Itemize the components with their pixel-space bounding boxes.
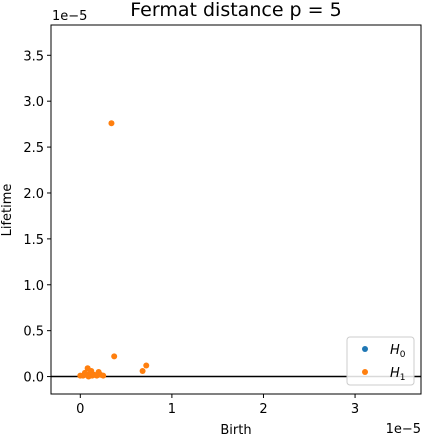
data-point-h1-16 — [100, 372, 107, 379]
x-axis-ticks: 0 1 2 3 — [76, 394, 359, 417]
legend-marker-h0 — [362, 346, 368, 352]
x-tick-label-2: 2 — [259, 402, 267, 417]
legend-label-h0: H0 — [390, 343, 406, 360]
data-point-h1-12 — [77, 372, 84, 379]
y-axis-label: Lifetime — [0, 184, 15, 237]
x-axis-label: Birth — [220, 423, 251, 434]
y-tick-label-6: 3.0 — [23, 95, 44, 110]
x-tick-label-0: 0 — [76, 402, 84, 417]
data-point-h1-0 — [108, 120, 115, 127]
data-point-h1-1 — [111, 353, 118, 360]
legend-label-h1: H1 — [390, 366, 406, 383]
y-tick-label-5: 2.5 — [23, 141, 44, 156]
legend-marker-h1 — [362, 369, 368, 375]
x-tick-label-3: 3 — [351, 402, 359, 417]
data-point-h1-15 — [93, 372, 100, 379]
y-tick-label-1: 0.5 — [23, 325, 44, 340]
y-tick-label-4: 2.0 — [23, 187, 44, 202]
chart-title: Fermat distance p = 5 — [130, 0, 341, 21]
y-tick-label-2: 1.0 — [23, 279, 44, 294]
data-point-h1-3 — [139, 368, 146, 375]
x-axis-multiplier: 1e−5 — [386, 422, 421, 434]
axes-frame — [50, 24, 422, 395]
y-tick-label-3: 1.5 — [23, 233, 44, 248]
x-tick-label-1: 1 — [168, 402, 176, 417]
y-axis-ticks: 0.0 0.5 1.0 1.5 2.0 2.5 3.0 3.5 — [23, 49, 51, 386]
y-tick-label-7: 3.5 — [23, 49, 44, 64]
y-tick-label-0: 0.0 — [23, 371, 44, 386]
data-point-h1-17 — [85, 373, 92, 380]
data-point-h1-2 — [143, 362, 150, 369]
y-axis-multiplier: 1e−5 — [52, 9, 87, 24]
